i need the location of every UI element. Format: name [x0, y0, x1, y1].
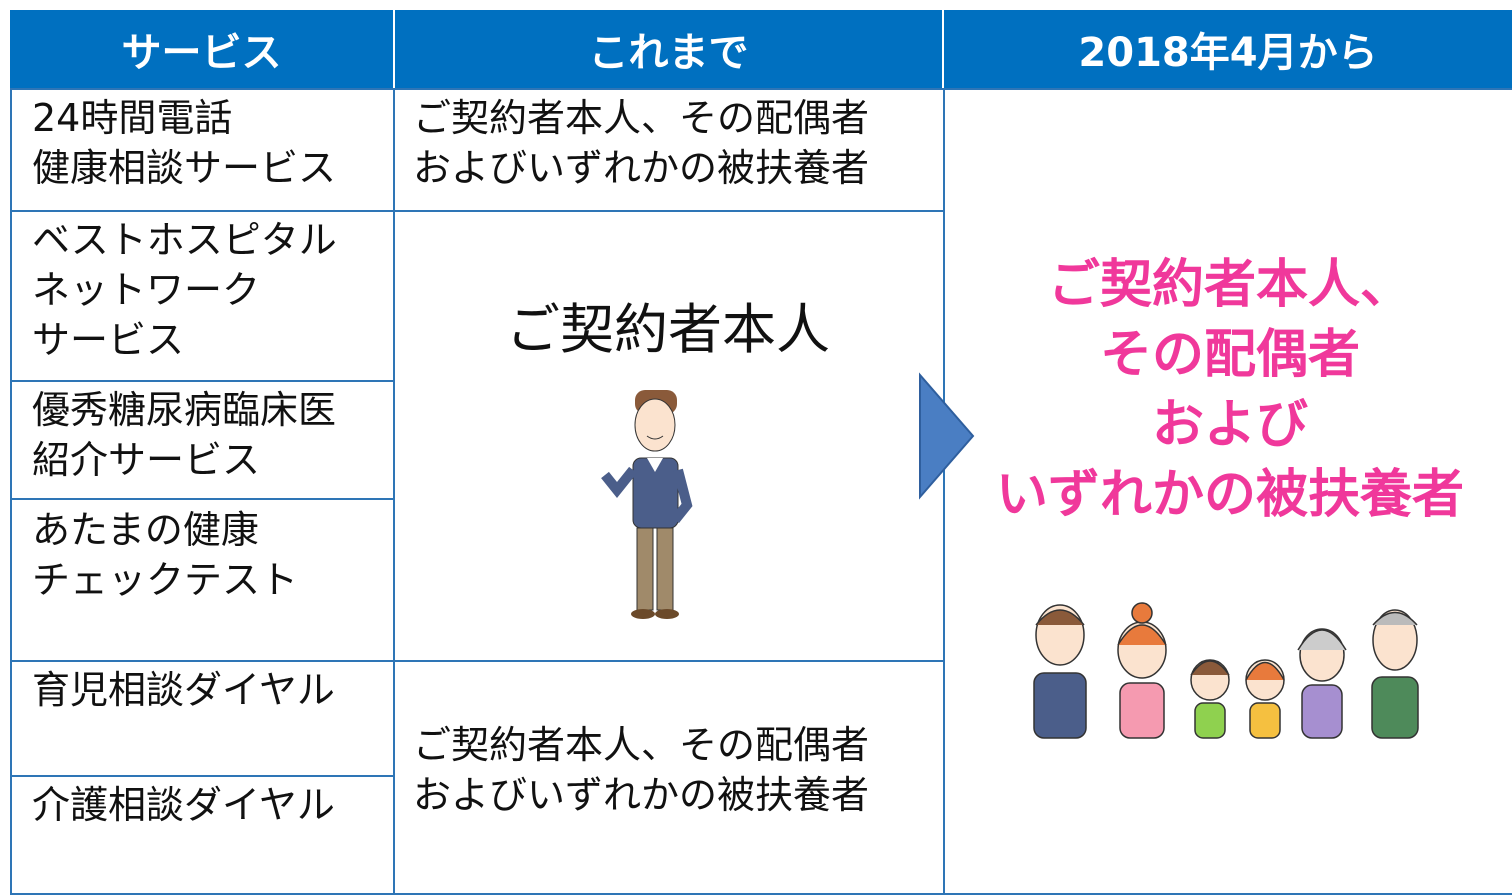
text-line: いずれかの被扶養者 [995, 465, 1464, 525]
service-name: ベストホスピタル ネットワーク サービス [32, 215, 337, 365]
text-line: およびいずれかの被扶養者 [413, 146, 870, 190]
service-name: 介護相談ダイヤル [32, 780, 335, 830]
service-name: 優秀糖尿病臨床医 紹介サービス [32, 385, 336, 485]
family-illustration [1033, 602, 1419, 739]
text-line: ご契約者本人、その配偶者 [413, 96, 870, 140]
text-line: 24時間電話 [32, 96, 233, 140]
text-line: その配偶者 [1099, 325, 1360, 385]
eligibility-text: ご契約者本人、その配偶者 およびいずれかの被扶養者 [413, 93, 869, 193]
header-text: 2018年4月から [1078, 30, 1378, 76]
text-line: および [1151, 395, 1308, 455]
text-line: およびいずれかの被扶養者 [413, 773, 870, 817]
text-line: ご契約者本人、その配偶者 [413, 723, 870, 767]
header-text: サービス [121, 30, 282, 76]
text-line: あたまの健康 [32, 508, 259, 552]
text-line: 健康相談サービス [32, 146, 337, 190]
text-line: ネットワーク [32, 268, 261, 312]
text-line: 紹介サービス [32, 438, 261, 482]
eligibility-text: ご契約者本人、その配偶者 およびいずれかの被扶養者 [413, 720, 869, 820]
text-line: 育児相談ダイヤル [32, 668, 335, 712]
text-line: 優秀糖尿病臨床医 [32, 388, 337, 432]
text-line: ご契約者本人、 [1047, 255, 1412, 315]
eligibility-text: ご契約者本人 [393, 285, 943, 364]
service-name: あたまの健康 チェックテスト [32, 505, 298, 605]
header-text: これまで [588, 30, 749, 76]
text-line: サービス [32, 318, 185, 362]
text-line: 介護相談ダイヤル [32, 783, 335, 827]
header-cell: これまで [395, 10, 942, 88]
new-eligibility-text: ご契約者本人、 その配偶者およびいずれかの被扶養者 [950, 250, 1510, 530]
service-name: 育児相談ダイヤル [32, 665, 335, 715]
header-cell: サービス [10, 10, 393, 88]
service-name: 24時間電話健康相談サービス [32, 93, 336, 193]
text-line: ベストホスピタル [32, 218, 337, 262]
man-illustration [601, 390, 693, 619]
arrow [919, 372, 975, 500]
text-line: チェックテスト [32, 558, 299, 602]
header-cell: 2018年4月から [944, 10, 1512, 88]
text-line: ご契約者本人 [506, 298, 830, 361]
